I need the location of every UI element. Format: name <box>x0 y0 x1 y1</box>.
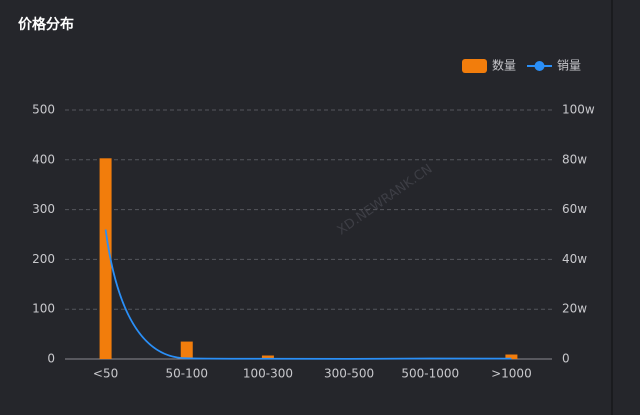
y2-tick-label: 80w <box>562 152 587 166</box>
x-tick-label: 500-1000 <box>401 367 459 381</box>
y-tick-label: 200 <box>32 252 55 266</box>
line <box>104 229 512 360</box>
y2-tick-label: 20w <box>562 302 587 316</box>
x-tick-label: >1000 <box>491 367 532 381</box>
y-tick-label: 400 <box>32 152 55 166</box>
legend-label: 数量 <box>492 58 516 73</box>
y2-tick-label: 0 <box>562 352 570 366</box>
chart-title: 价格分布 <box>18 16 74 33</box>
bar <box>99 158 112 359</box>
x-tick-label: 100-300 <box>243 367 293 381</box>
x-tick-label: 50-100 <box>165 367 208 381</box>
bar <box>261 355 274 359</box>
y2-tick-label: 60w <box>562 202 587 216</box>
y-tick-label: 0 <box>47 352 55 366</box>
legend-swatch <box>534 61 545 71</box>
y2-tick-label: 40w <box>562 252 587 266</box>
x-tick-label: 300-500 <box>324 367 374 381</box>
legend-label: 销量 <box>557 59 581 73</box>
legend-swatch <box>462 59 487 73</box>
bar <box>180 341 193 359</box>
bar <box>505 354 518 359</box>
y2-tick-label: 100w <box>562 103 595 117</box>
y-tick-label: 300 <box>32 202 55 216</box>
x-tick-label: <50 <box>93 367 118 381</box>
y-tick-label: 100 <box>32 302 55 316</box>
y-tick-label: 500 <box>32 103 55 117</box>
